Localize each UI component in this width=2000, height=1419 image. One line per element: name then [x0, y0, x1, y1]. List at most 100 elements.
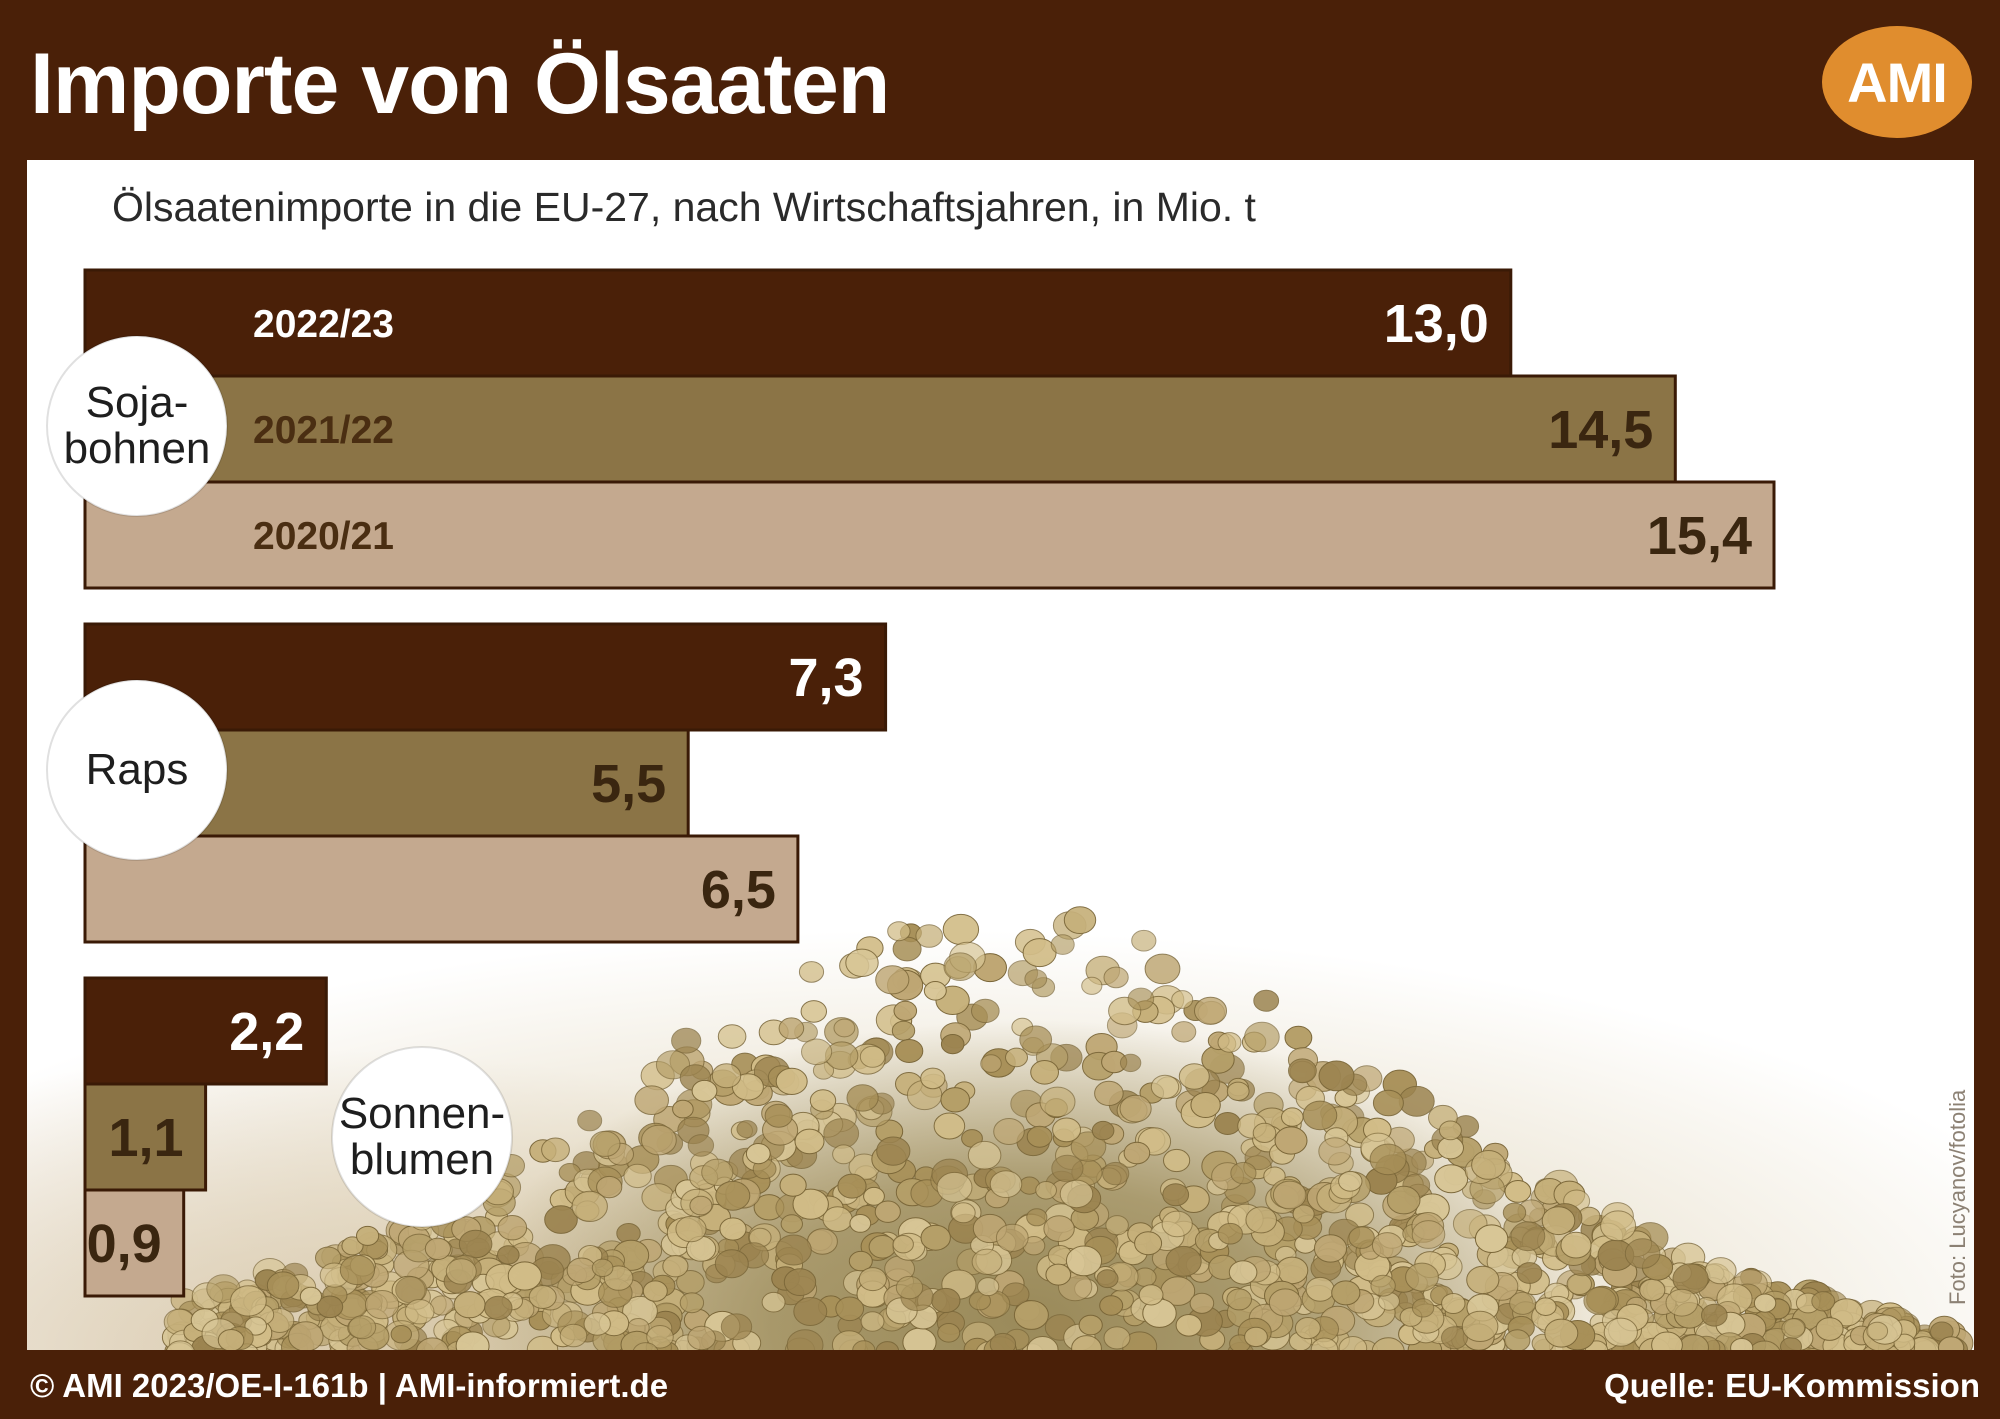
soybean — [1369, 1143, 1407, 1176]
soybean — [1161, 1210, 1193, 1238]
soybean — [915, 924, 944, 948]
soybean — [1534, 1297, 1557, 1316]
soybean — [745, 1143, 771, 1165]
soybean — [1226, 1288, 1252, 1311]
soybean — [316, 1295, 344, 1319]
soybean — [689, 1195, 713, 1216]
soybean — [1274, 1126, 1308, 1155]
soybean-pile-image — [161, 906, 1974, 1350]
soybean — [1338, 1170, 1363, 1192]
soybean — [801, 1038, 833, 1066]
soybean — [1102, 1161, 1130, 1186]
category-label: Soja-bohnen — [64, 378, 211, 473]
soybean — [641, 1124, 677, 1156]
soybean — [1441, 1293, 1466, 1314]
soybean — [507, 1261, 542, 1291]
bar-2020-21-cat1 — [83, 834, 800, 944]
soybean — [780, 1214, 803, 1234]
soybean — [646, 1325, 674, 1349]
soybean — [1065, 1245, 1103, 1277]
soybean — [1190, 1092, 1221, 1118]
soybean — [714, 1249, 749, 1279]
category-badge — [46, 679, 228, 861]
soybean — [528, 1285, 557, 1309]
soybean — [1502, 1202, 1527, 1223]
legend-label-2022-23: 2022/23 — [253, 303, 394, 346]
soybean — [1244, 1326, 1268, 1348]
soybean — [497, 1215, 528, 1241]
soybean — [875, 965, 910, 995]
soybean — [455, 1331, 490, 1350]
category-badge — [331, 1046, 513, 1228]
soybean — [1175, 1314, 1203, 1337]
soybean — [858, 1267, 887, 1292]
soybean — [589, 1130, 621, 1157]
soybean — [923, 981, 947, 1001]
soybean — [1105, 1215, 1129, 1236]
chart-panel: Ölsaatenimporte in die EU-27, nach Wirts… — [27, 160, 1974, 1350]
soybean — [1583, 1286, 1617, 1316]
soybean — [971, 1248, 1003, 1276]
soybean — [893, 1000, 918, 1022]
soybean — [1516, 1262, 1543, 1284]
soybean — [1078, 1314, 1103, 1336]
soybean — [1318, 1137, 1352, 1166]
soybean — [719, 1217, 747, 1241]
soybean — [691, 1079, 718, 1102]
soybean — [778, 1017, 805, 1040]
soybean — [1217, 1032, 1242, 1053]
soybean — [217, 1329, 245, 1350]
soybean — [634, 1085, 670, 1116]
soybean — [672, 1099, 694, 1119]
soybean — [1050, 934, 1075, 955]
soybean — [1331, 1280, 1361, 1306]
soybean — [404, 1299, 435, 1325]
soybean — [1466, 1265, 1500, 1295]
soybean — [1651, 1331, 1683, 1350]
soybean — [1600, 1210, 1637, 1242]
soybean — [1815, 1317, 1844, 1341]
soybean — [1405, 1262, 1439, 1292]
soybean — [642, 1280, 668, 1302]
soybean — [1194, 996, 1227, 1025]
soybean — [596, 1175, 623, 1199]
bar-2020-21-cat2 — [83, 1188, 186, 1298]
soybean — [1134, 1231, 1163, 1256]
soybean — [1244, 1021, 1280, 1053]
soybean — [1471, 1150, 1506, 1180]
soybean — [1372, 1089, 1404, 1117]
soybean — [1268, 1288, 1302, 1317]
soybean — [1091, 1120, 1115, 1141]
soybean — [761, 1291, 786, 1313]
soybean — [1294, 1317, 1321, 1340]
soybean — [632, 1342, 659, 1350]
soybean — [1039, 1086, 1076, 1118]
soybean — [687, 1325, 716, 1350]
soybean — [800, 1000, 827, 1023]
soybean — [993, 1118, 1025, 1145]
soybean — [348, 1315, 377, 1340]
soybean — [848, 1250, 873, 1272]
bar-value-label: 0,9 — [87, 1214, 162, 1274]
soybean — [764, 1103, 793, 1128]
soybean — [356, 1225, 380, 1246]
soybean — [1026, 1125, 1053, 1148]
bar-2020-21-cat0 — [83, 480, 1776, 590]
soybean — [1165, 1245, 1202, 1277]
soybean — [1163, 1148, 1191, 1173]
soybean — [798, 961, 825, 983]
bar-chart: 13,0 7,3 2,2 2022/23 14,5 5,5 1,1 2021/22 15,4 6,… — [46, 268, 1776, 1298]
soybean — [1024, 969, 1048, 989]
soybean — [971, 998, 1000, 1024]
soybean — [1292, 1204, 1315, 1224]
bar-value-label: 2,2 — [229, 1002, 304, 1062]
soybean — [1386, 1185, 1421, 1215]
logo-text: AMI — [1847, 50, 1948, 114]
bar-value-label: 15,4 — [1647, 506, 1752, 566]
soybean — [1701, 1303, 1728, 1327]
bar-value-label: 13,0 — [1384, 294, 1489, 354]
soybean — [1026, 1208, 1048, 1227]
ami-logo: AMI — [1822, 26, 1972, 138]
soybean — [1510, 1221, 1546, 1252]
